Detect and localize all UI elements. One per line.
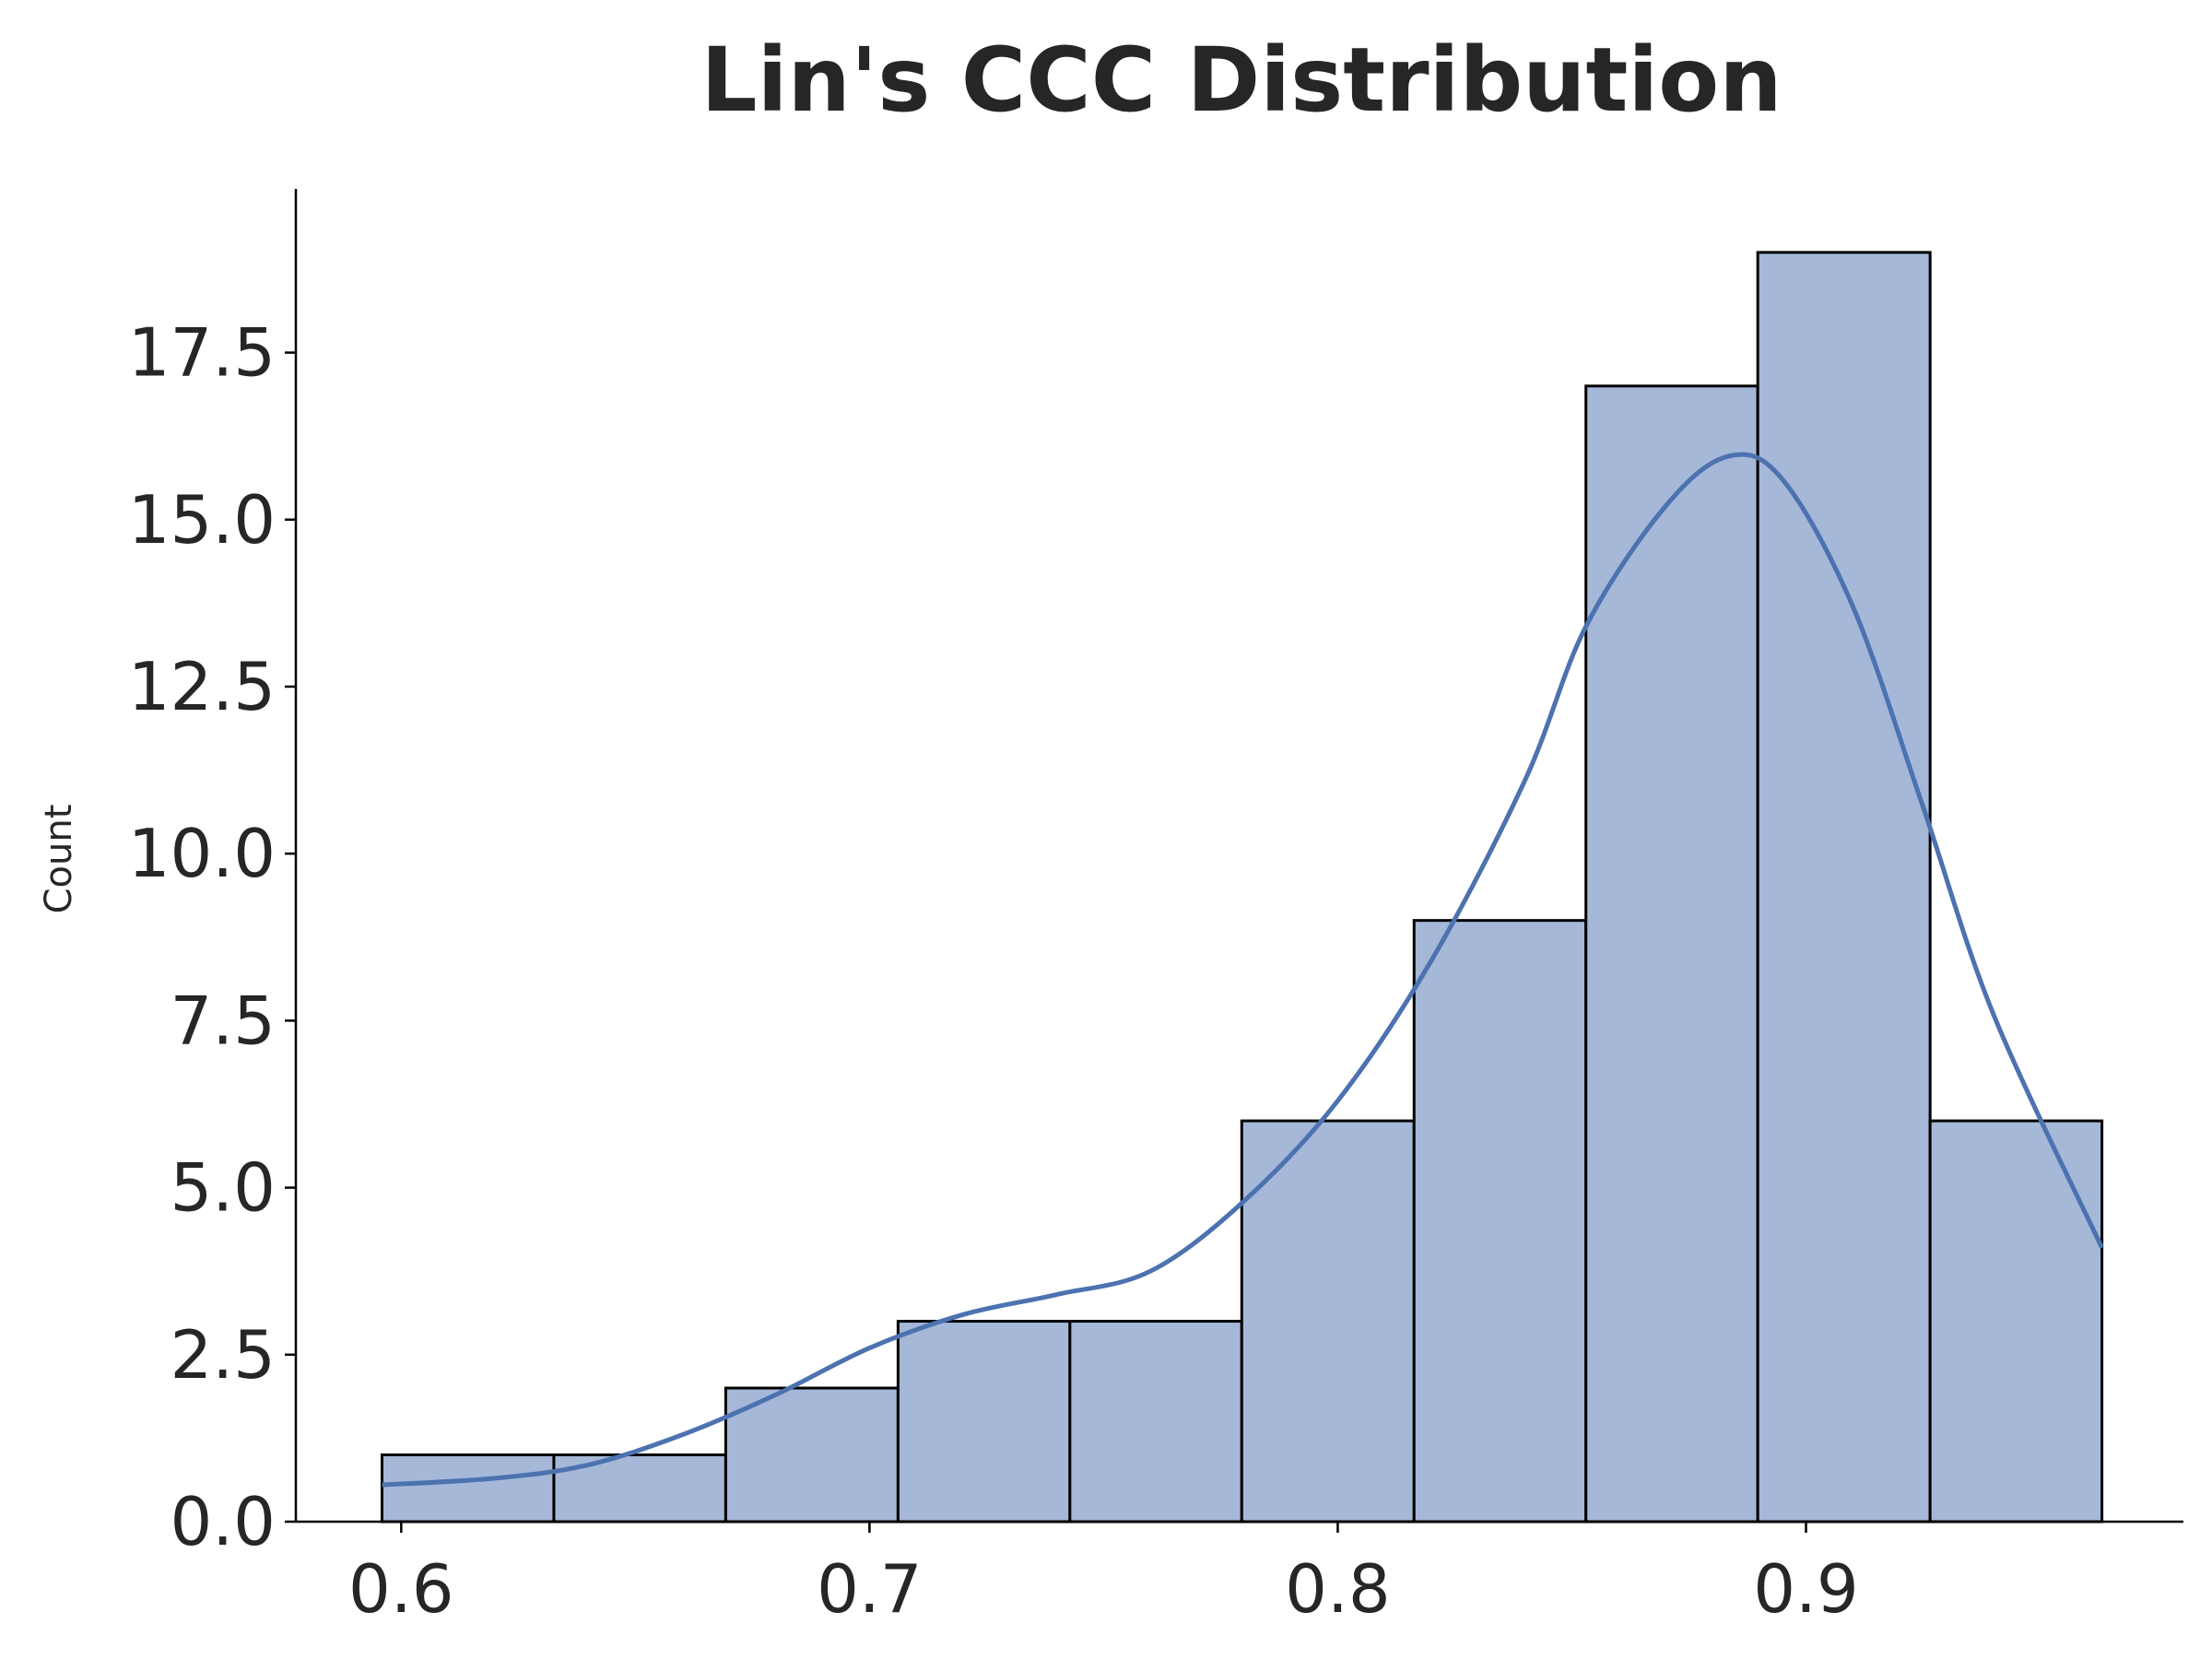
y-tick-label: 15.0 <box>128 481 276 559</box>
chart-title: Lin's CCC Distribution <box>700 29 1782 132</box>
x-tick-label: 0.7 <box>817 1550 923 1628</box>
histogram-bar <box>896 1320 1072 1524</box>
y-axis-ticks: 0.0 2.5 5.0 7.5 10.0 12.5 15.0 17.5 <box>128 314 296 1560</box>
histogram-bar <box>1240 1119 1416 1524</box>
y-tick-label: 10.0 <box>128 815 276 892</box>
histogram-bar <box>1068 1320 1243 1524</box>
x-tick-label: 0.6 <box>348 1550 454 1628</box>
x-tick-label: 0.8 <box>1285 1550 1391 1628</box>
y-tick-label: 17.5 <box>128 314 276 392</box>
y-tick-label: 12.5 <box>128 648 276 725</box>
histogram-bar <box>724 1386 900 1524</box>
x-tick-label: 0.9 <box>1753 1550 1859 1628</box>
y-tick-label: 0.0 <box>170 1483 276 1560</box>
histogram-bars <box>380 251 2104 1524</box>
x-axis-ticks: 0.6 0.7 0.8 0.9 <box>348 1522 1859 1628</box>
y-tick-label: 7.5 <box>170 982 276 1059</box>
histogram-bar <box>1756 251 1932 1524</box>
histogram-bar <box>380 1453 556 1524</box>
histogram-bar <box>1584 384 1759 1524</box>
kde-curve <box>382 452 2104 1488</box>
y-tick-label: 2.5 <box>170 1316 276 1394</box>
histogram-bar <box>1928 1119 2104 1524</box>
y-axis-label: Count <box>38 805 80 914</box>
y-tick-label: 5.0 <box>170 1149 276 1227</box>
histogram-bar <box>1412 919 1588 1524</box>
